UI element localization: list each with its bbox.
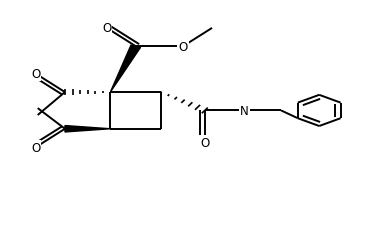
Text: O: O xyxy=(200,137,209,149)
Text: O: O xyxy=(31,141,41,154)
Text: O: O xyxy=(178,41,188,54)
Text: O: O xyxy=(31,68,41,81)
Text: N: N xyxy=(240,104,249,117)
Polygon shape xyxy=(111,46,141,93)
Text: O: O xyxy=(102,22,111,35)
Polygon shape xyxy=(65,126,111,132)
